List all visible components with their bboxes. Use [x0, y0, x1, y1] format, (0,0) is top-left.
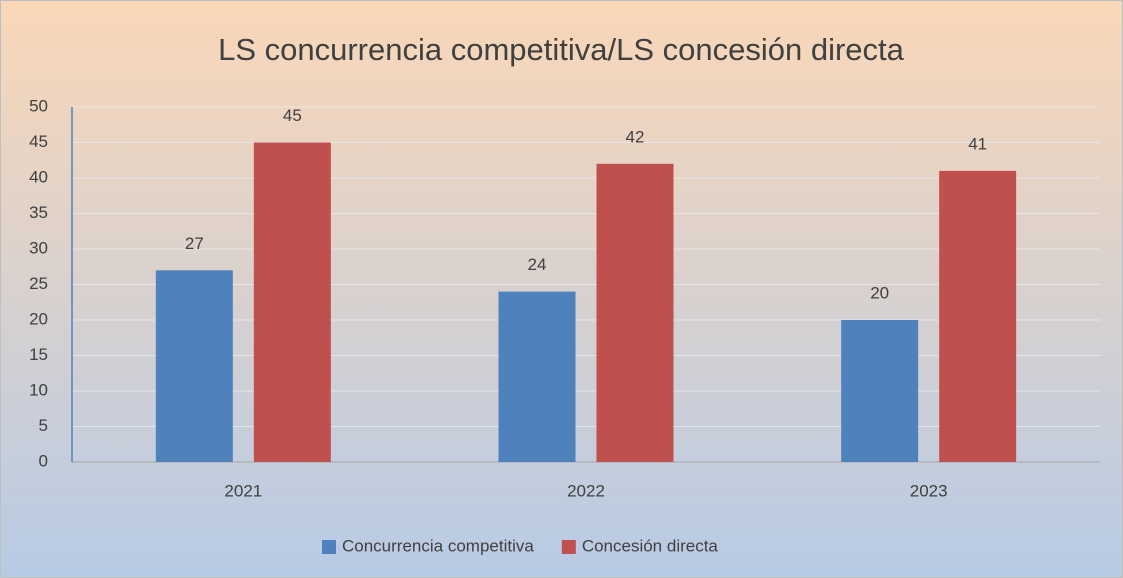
bar: [253, 142, 331, 462]
bar: [155, 270, 233, 462]
legend-label: Concesión directa: [582, 536, 719, 555]
data-label: 42: [626, 127, 645, 146]
y-tick-label: 45: [29, 132, 48, 151]
bar: [841, 320, 919, 462]
y-tick-label: 20: [29, 309, 48, 328]
y-tick-label: 50: [29, 96, 48, 115]
y-tick-label: 0: [39, 451, 48, 470]
legend-label: Concurrencia competitiva: [342, 536, 534, 555]
data-label: 41: [968, 134, 987, 153]
y-tick-label: 5: [39, 416, 48, 435]
bar: [498, 291, 576, 462]
data-label: 20: [870, 283, 889, 302]
x-tick-label: 2022: [567, 481, 605, 500]
data-label: 45: [283, 106, 302, 125]
y-tick-label: 35: [29, 203, 48, 222]
bar: [939, 170, 1017, 462]
x-tick-label: 2021: [224, 481, 262, 500]
y-tick-label: 25: [29, 274, 48, 293]
y-tick-label: 40: [29, 167, 48, 186]
chart-title: LS concurrencia competitiva/LS concesión…: [218, 32, 905, 67]
y-tick-label: 10: [29, 380, 48, 399]
x-tick-label: 2023: [910, 481, 948, 500]
legend-swatch: [561, 540, 576, 554]
data-label: 27: [185, 234, 204, 253]
bar: [596, 163, 674, 463]
data-label: 24: [528, 255, 547, 274]
y-tick-label: 15: [29, 345, 48, 364]
y-tick-label: 30: [29, 238, 48, 257]
legend-swatch: [322, 540, 336, 554]
